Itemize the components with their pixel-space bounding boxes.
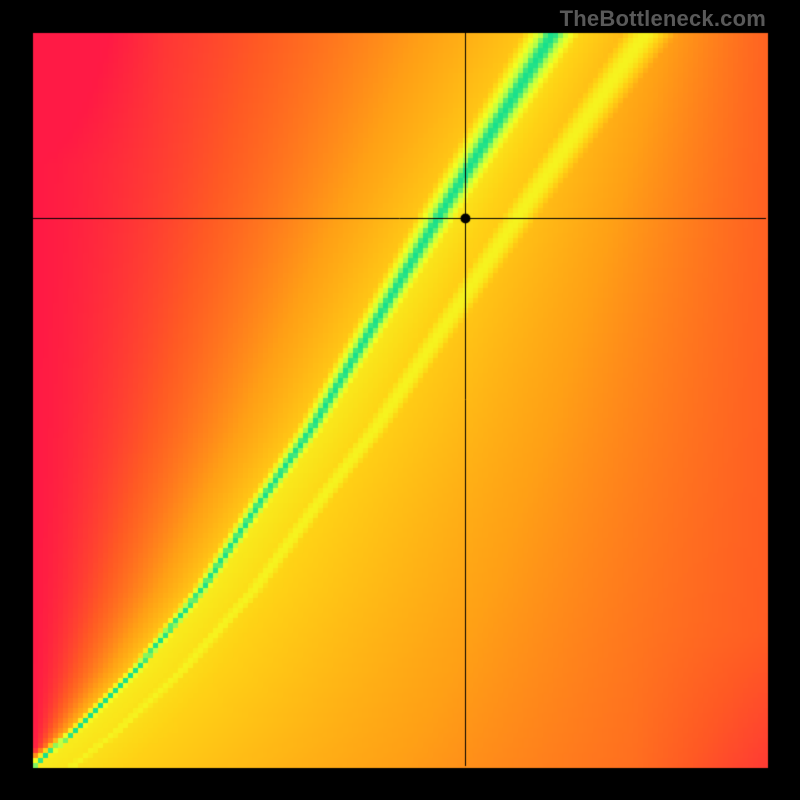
chart-container: TheBottleneck.com [0, 0, 800, 800]
watermark-text: TheBottleneck.com [560, 6, 766, 32]
bottleneck-heatmap [0, 0, 800, 800]
